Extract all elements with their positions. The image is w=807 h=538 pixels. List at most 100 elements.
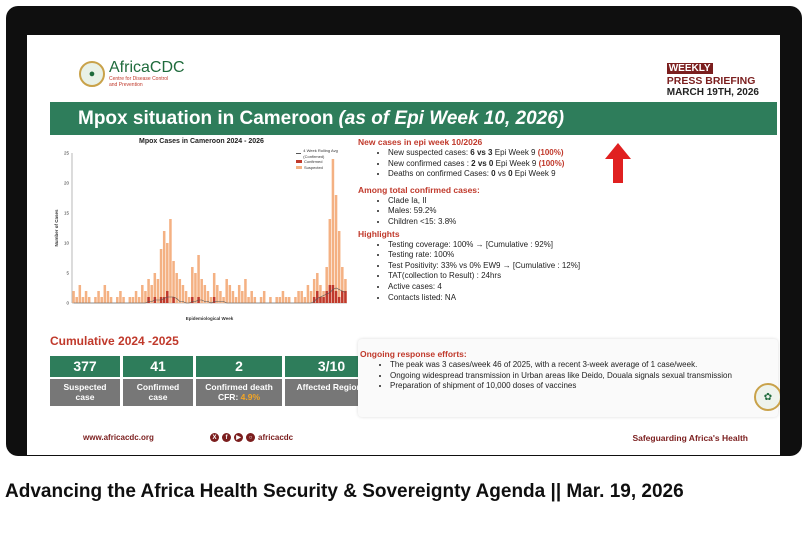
stat-value: 41	[123, 356, 193, 377]
bar-suspected	[209, 297, 213, 303]
new-confirmed-rest: Epi Week 9	[493, 158, 539, 168]
bar-suspected	[134, 291, 138, 303]
bar-suspected	[103, 285, 107, 303]
slide-title-italic: (as of Epi Week 10, 2026)	[338, 107, 565, 129]
bar-suspected	[159, 249, 163, 303]
bar-suspected	[178, 279, 182, 303]
right-panel: New cases in epi week 10/2026 New suspec…	[358, 135, 778, 303]
highlight-item: Testing rate: 100%	[388, 250, 778, 260]
bar-suspected	[241, 291, 244, 303]
bar-suspected	[278, 297, 282, 303]
bar-suspected	[319, 285, 322, 303]
new-confirmed-value: 2 vs 0	[471, 158, 494, 168]
youtube-icon[interactable]: ▶	[234, 433, 243, 442]
bar-suspected	[119, 291, 122, 303]
bar-suspected	[231, 291, 235, 303]
stat-label-line1: Affected Regions	[296, 382, 367, 392]
bar-suspected	[109, 297, 113, 303]
response-item: Ongoing widespread transmission in Urban…	[390, 371, 774, 381]
bar-suspected	[262, 291, 266, 303]
bar-suspected	[175, 273, 178, 303]
bar-suspected	[172, 261, 175, 303]
bar-confirmed	[344, 291, 347, 303]
bar-suspected	[306, 285, 310, 303]
response-heading: Ongoing response efforts:	[360, 349, 467, 359]
bar-confirmed	[341, 291, 344, 303]
highlights-heading: Highlights	[358, 228, 400, 239]
bar-suspected	[316, 273, 319, 303]
stat-value: 3/10	[285, 356, 378, 377]
bar-suspected	[153, 273, 157, 303]
bar-suspected	[212, 273, 216, 303]
bar-suspected	[131, 297, 135, 303]
mpox-chart: Mpox Cases in Cameroon 2024 - 2026 4 Wee…	[50, 135, 353, 331]
y-tick-label: 0	[66, 301, 69, 306]
stat-label-line1: Confirmed death	[205, 382, 273, 393]
among-heading: Among total confirmed cases:	[358, 184, 480, 195]
bar-suspected	[225, 279, 228, 303]
bar-suspected	[184, 291, 188, 303]
bar-suspected	[219, 291, 222, 303]
cumulative-stats: 377 Suspected case 41 Confirmed case 2 Con…	[50, 356, 378, 406]
highlight-item: Testing coverage: 100% → [Cumulative : 9…	[388, 240, 778, 250]
bar-suspected	[287, 297, 291, 303]
deaths-text: Deaths on confirmed Cases:	[388, 169, 492, 179]
new-suspected-value: 6 vs 3	[470, 148, 493, 157]
footer-social: X f ▶ ○ africacdc	[210, 433, 293, 442]
au-seal-icon: ✿	[754, 383, 780, 411]
stat-label-line1: Suspected	[63, 382, 107, 393]
chart-canvas: 0 5 10 15 20 25 Number of Cases Epidemiological…	[54, 151, 347, 321]
response-panel: Ongoing response efforts: The peak was 3…	[358, 339, 778, 417]
video-player[interactable]: ● AfricaCDC Centre for Disease Control a…	[6, 6, 802, 456]
highlight-item: Active cases: 4	[388, 282, 778, 292]
bar-suspected	[144, 291, 147, 303]
deaths-value2: 0	[508, 169, 513, 179]
bar-suspected	[137, 297, 141, 303]
bar-suspected	[106, 291, 110, 303]
legend-confirmed: Confirmed	[304, 159, 323, 165]
bar-suspected	[84, 291, 88, 303]
bar-suspected	[237, 285, 241, 303]
slide-footer: www.africacdc.org X f ▶ ○ africacdc Safe…	[27, 430, 780, 450]
facebook-icon[interactable]: f	[222, 433, 231, 442]
bar-suspected	[312, 279, 316, 303]
logo-subtitle: Centre for Disease Control and Preventio…	[109, 76, 169, 88]
bar-suspected	[325, 267, 328, 303]
y-tick-label: 15	[64, 211, 70, 216]
x-axis-label: Epidemiological Week	[186, 316, 234, 321]
briefing-line: PRESS BRIEFING	[666, 74, 756, 87]
briefing-label: WEEKLY PRESS BRIEFING MARCH 19TH, 2026	[666, 58, 759, 98]
legend-suspected: Suspected	[304, 164, 323, 170]
deaths-rest: Epi Week 9	[512, 169, 556, 179]
bar-suspected	[337, 231, 341, 303]
bar-suspected	[116, 297, 119, 303]
deaths-item: Deaths on confirmed Cases: 0 vs 0 Epi We…	[388, 169, 778, 179]
x-icon[interactable]: X	[210, 433, 219, 442]
bar-suspected	[97, 291, 100, 303]
bar-confirmed	[331, 285, 335, 303]
y-tick-label: 10	[64, 241, 70, 246]
new-confirmed-item: New confirmed cases : 2 vs 0 Epi Week 9 …	[388, 159, 778, 169]
bar-suspected	[150, 285, 153, 303]
new-suspected-pct: (100%)	[537, 148, 564, 157]
bar-suspected	[244, 279, 247, 303]
bar-suspected	[191, 267, 194, 303]
footer-url[interactable]: www.africacdc.org	[83, 433, 154, 442]
highlight-item: Test Positivity: 33% vs 0% EW9 → [Cumula…	[388, 261, 778, 271]
bar-suspected	[181, 285, 185, 303]
social-handle: africacdc	[258, 433, 294, 442]
bar-suspected	[72, 291, 75, 303]
deaths-value: 0	[491, 169, 496, 179]
among-item: Children <15: 3.8%	[388, 217, 778, 227]
response-item: The peak was 3 cases/week 46 of 2025, wi…	[390, 360, 774, 370]
bar-suspected	[122, 297, 125, 303]
stat-value: 377	[50, 356, 120, 377]
instagram-icon[interactable]: ○	[246, 433, 255, 442]
stat-label-line1: Confirmed	[136, 382, 180, 393]
bar-suspected	[341, 267, 344, 303]
y-axis-label: Number of Cases	[54, 209, 59, 247]
bar-suspected	[228, 285, 232, 303]
new-suspected-item: New suspected cases: 6 vs 3 Epi Week 9 (…	[388, 148, 778, 158]
video-title[interactable]: Advancing the Africa Health Security & S…	[5, 481, 684, 502]
bar-suspected	[75, 297, 78, 303]
